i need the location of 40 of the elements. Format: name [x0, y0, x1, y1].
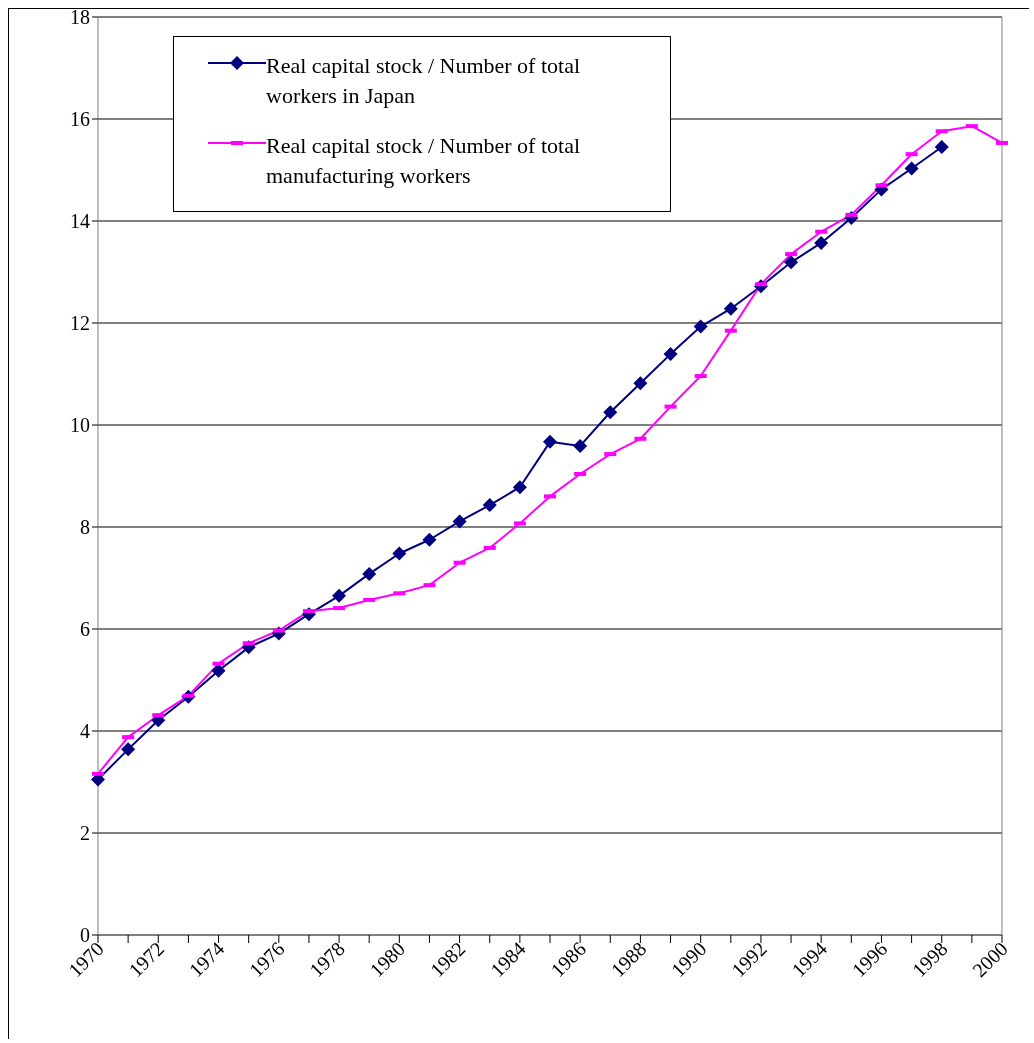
- point: [121, 742, 136, 757]
- point: [543, 434, 557, 449]
- point: [784, 255, 799, 270]
- point: [633, 376, 648, 391]
- point: [332, 588, 347, 603]
- y-tick-label: 16: [70, 108, 90, 131]
- y-tick-label: 6: [80, 618, 90, 641]
- point: [693, 319, 708, 334]
- y-tick-label: 14: [70, 210, 90, 233]
- point: [482, 498, 497, 513]
- point: [934, 140, 949, 155]
- y-tick-label: 18: [70, 6, 90, 29]
- point: [603, 405, 618, 420]
- point: [211, 663, 226, 678]
- point: [573, 438, 588, 453]
- point: [422, 532, 437, 547]
- point: [663, 347, 678, 362]
- legend-label: Real capital stock / Number of total workers in Japan: [266, 52, 581, 110]
- x-tick-label: 1978: [305, 937, 349, 982]
- point: [362, 566, 377, 581]
- y-tick-label: 8: [80, 516, 90, 539]
- y-tick-label: 4: [80, 720, 90, 743]
- x-tick-label: 1998: [907, 937, 952, 982]
- x-tick-label: 1988: [606, 937, 651, 982]
- point: [452, 514, 467, 529]
- x-tick-label: 1992: [726, 937, 771, 982]
- point: [392, 546, 407, 561]
- legend-label: Real capital stock / Number of total manufacturing workers: [266, 132, 581, 190]
- point: [723, 301, 738, 316]
- x-tick-label: 1990: [666, 937, 711, 982]
- point: [904, 161, 919, 176]
- point: [814, 235, 829, 250]
- point: [512, 480, 527, 495]
- y-tick-label: 0: [80, 924, 90, 947]
- y-tick-label: 10: [70, 414, 90, 437]
- x-tick-label: 1982: [425, 937, 470, 982]
- x-tick-label: 1972: [124, 937, 169, 982]
- y-tick-label: 12: [70, 312, 90, 335]
- y-tick-label: 2: [80, 822, 90, 845]
- x-tick-label: 1980: [365, 937, 410, 982]
